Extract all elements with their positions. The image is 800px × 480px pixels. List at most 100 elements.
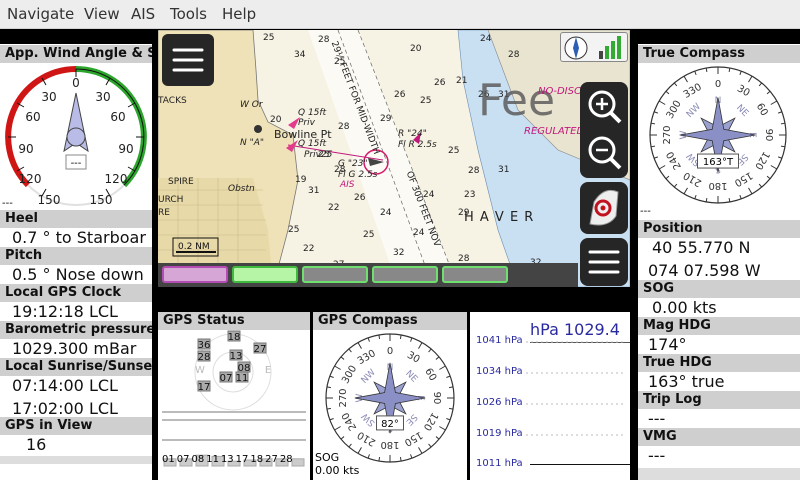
gps-status-title: GPS Status [158,312,310,330]
left-dashboard: App. Wind Angle & Sp 0 30 30 60 60 90 90… [0,44,152,480]
svg-text:W: W [195,365,205,376]
compass-footer: --- [640,206,651,217]
boat-icon [589,189,619,226]
gps-signal-bar [211,455,225,467]
wind-tick: 120 [105,172,128,186]
menu-ais[interactable]: AIS [131,5,156,23]
gps-skyview: 18 28 36 27 W 07 11 E 17 08 13 [162,330,306,467]
svg-text:36: 36 [198,340,211,351]
wind-readout: --- [71,158,82,169]
chart-menu-button[interactable] [162,34,214,86]
gps-bar-label: 27 [265,454,278,465]
gps-signal-bar [291,458,305,467]
gps-bar-label: 17 [235,454,249,465]
wind-tick: 150 [90,193,113,207]
compass-tick: 90 [763,129,774,142]
menu-navigate[interactable]: Navigate [7,5,75,23]
pitch-value: 0.5 ° Nose down [12,265,144,284]
compass-tick: 0 [715,79,721,90]
right-dashboard: True Compass 0 30 60 90 120 150 180 210 240 270 30… [638,44,800,480]
compass-heading: 163°T [703,157,734,168]
latitude-value: 40 55.770 N [652,238,751,257]
fee-label: Fee [478,75,556,126]
nautical-chart[interactable]: 25 28 34 20 25 26 25 26 26 29 20 28 25 2… [158,30,630,287]
wind-tick: 120 [19,172,42,186]
sog-label: SOG [315,451,340,464]
menu-tools[interactable]: Tools [170,5,207,23]
baro-current: hPa 1029.4 [530,320,620,339]
zoom-out-icon[interactable] [588,136,622,170]
baro-value: 1029.300 mBar [12,339,137,358]
sog-value: 0.00 kts [315,464,360,477]
follow-boat-button[interactable] [580,182,628,234]
heel-value: 0.7 ° to Starboar [12,228,146,247]
chart-bar-5[interactable] [442,266,508,283]
compass-tick: 270 [338,388,349,407]
vmg-title: VMG [638,428,800,446]
gps-signal-bar [195,454,209,467]
compass-tick: 180 [708,180,727,191]
chart-bar-3[interactable] [302,266,368,283]
menu-help[interactable]: Help [222,5,257,23]
status-widget[interactable] [560,32,628,62]
mag-hdg-title: Mag HDG [638,317,800,335]
clock-value: 19:12:18 LCL [12,302,118,321]
gps-bar-label: 08 [191,454,205,465]
position-title: Position [638,220,800,238]
zoom-control [580,82,628,178]
gps-bar-label: 13 [220,454,234,465]
wind-angle-gauge: 0 30 30 60 60 90 90 120 120 150 150 --- [5,66,147,207]
wind-tick: 0 [72,76,80,90]
longitude-value: 074 07.598 W [648,261,761,280]
chart-bar-strip [158,263,578,287]
wind-tick: 60 [110,110,125,124]
true-hdg-value: 163° true [648,372,725,391]
gps-signal-bar [275,458,289,467]
gps-signal-bar [227,460,241,467]
bowline-label: Bowline Pt [274,128,332,141]
menu-bar: Navigate View AIS Tools Help [0,0,800,29]
gps-bar-label: 01 [162,454,175,465]
gps-bar-label: 18 [250,454,264,465]
wind-tick: 90 [118,142,133,156]
chart-bar-2[interactable] [232,266,298,283]
menu-lines-icon [588,250,620,274]
menu-view[interactable]: View [84,5,120,23]
compass-tick: 270 [662,125,673,144]
gps-signal-bar [243,459,257,467]
gps-signal-bar [259,458,273,467]
sunrise-value: 07:14:00 LCL [12,376,118,395]
gps-view-title: GPS in View [0,417,152,435]
compass-heading: 82° [381,419,399,430]
chart-bar-4[interactable] [372,266,438,283]
true-compass-dial: 0306090120150180210240270300330NNEESESSW… [649,66,787,204]
gps-compass-dial: 0306090120150180210240270300330NNEESESSW… [325,333,455,463]
true-compass-title: True Compass [638,45,800,63]
gps-view-value: 16 [26,435,47,454]
hamburger-icon [172,48,204,72]
wind-tick: 30 [41,90,56,104]
sog-title: SOG [638,280,800,298]
gps-bar-label: 07 [176,454,190,465]
wind-tick: 60 [25,110,40,124]
signal-bars-icon [599,36,621,59]
zoom-in-icon[interactable] [588,90,622,124]
compass-tick: 0 [387,346,393,357]
barometer-chart: hPa 1029.4 1041 hPa 1034 hPa 1026 hPa 10… [470,312,630,480]
chart-bar-1[interactable] [162,266,228,283]
sunset-value: 17:02:00 LCL [12,399,118,418]
toolbar-menu-button[interactable] [580,238,628,286]
compass-rose [680,97,756,173]
trip-log-title: Trip Log [638,391,800,409]
gps-signal-bar [163,458,177,467]
sun-title: Local Sunrise/Sunset [0,358,152,376]
gps-status-panel: GPS Status 18 28 36 27 W 07 11 E 17 08 1… [158,312,310,480]
clock-title: Local GPS Clock [0,284,152,302]
svg-text:18: 18 [228,332,241,343]
svg-text:13: 13 [230,351,243,362]
svg-text:E: E [265,365,271,376]
compass-rose [354,362,426,434]
heel-title: Heel [0,210,152,228]
wind-angle-title: App. Wind Angle & Sp [0,45,152,63]
baro-title: Barometric pressure [0,321,152,339]
